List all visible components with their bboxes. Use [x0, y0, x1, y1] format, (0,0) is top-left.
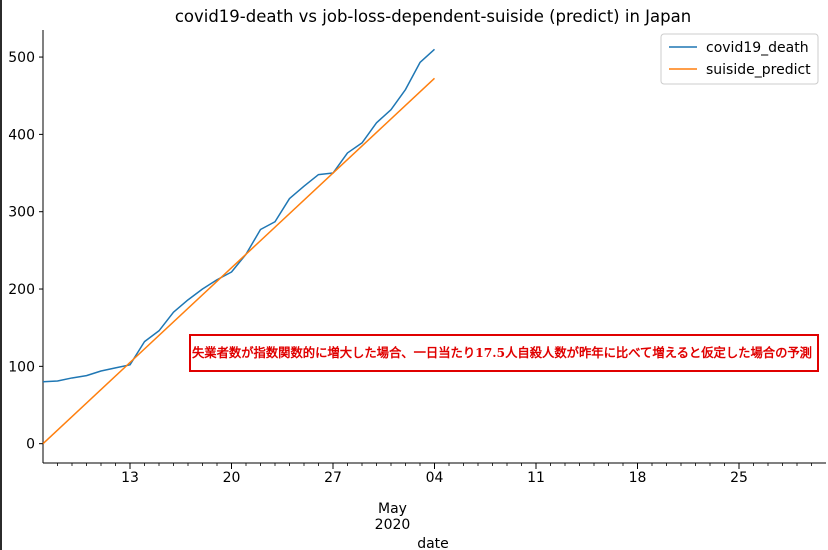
- y-tick-label-300: 300: [8, 205, 35, 221]
- legend-label-covid19-death: covid19_death: [706, 40, 809, 56]
- x-secondary-label-1: 2020: [375, 517, 411, 533]
- x-tick-label-04: 04: [426, 470, 444, 486]
- y-tick-label-400: 400: [8, 127, 35, 143]
- window-edge: [0, 0, 2, 550]
- legend: covid19_death suiside_predict: [660, 33, 819, 85]
- series-line-covid19-death: [42, 48, 436, 383]
- y-tick-label-200: 200: [8, 282, 35, 298]
- y-tick-label-500: 500: [8, 50, 35, 66]
- x-tick-label-18: 18: [629, 470, 647, 486]
- x-tick-label-11: 11: [527, 470, 545, 486]
- annotation-text: 失業者数が指数関数的に増大した場合、一日当たり17.5人自殺人数が昨年に比べて増…: [192, 345, 812, 360]
- x-secondary-label-0: May: [378, 501, 407, 517]
- chart-title: covid19-death vs job-loss-dependent-suis…: [175, 7, 691, 26]
- legend-label-suiside-predict: suiside_predict: [706, 62, 811, 78]
- series-line-suiside-predict: [42, 77, 436, 445]
- annotation-box: 失業者数が指数関数的に増大した場合、一日当たり17.5人自殺人数が昨年に比べて増…: [189, 334, 819, 372]
- x-tick-label-13: 13: [121, 470, 139, 486]
- legend-frame: [660, 33, 819, 85]
- x-tick-label-20: 20: [223, 470, 241, 486]
- y-tick-label-100: 100: [8, 359, 35, 375]
- x-tick-label-25: 25: [730, 470, 748, 486]
- annotation-frame: [189, 334, 819, 372]
- x-axis-label: date: [417, 536, 449, 550]
- y-tick-label-0: 0: [26, 437, 35, 453]
- x-tick-label-27: 27: [324, 470, 342, 486]
